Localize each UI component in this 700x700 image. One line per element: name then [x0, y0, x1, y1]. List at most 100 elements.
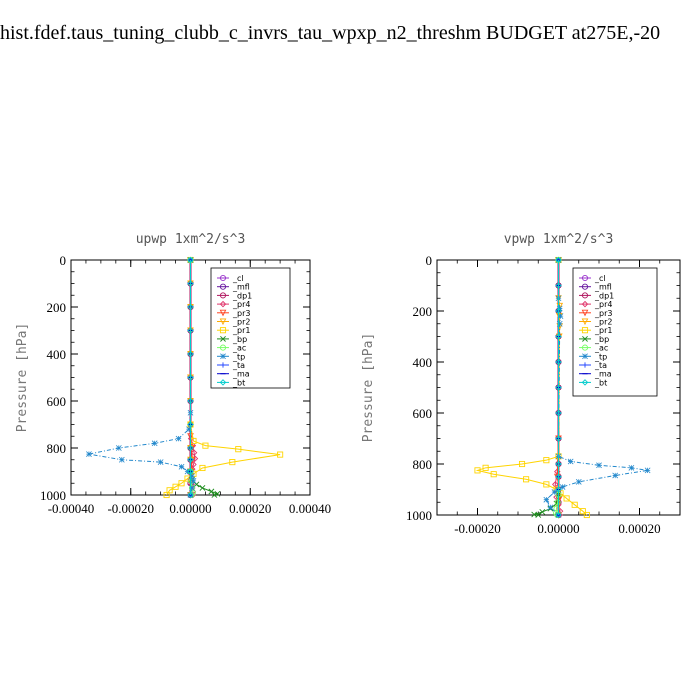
data-point [202, 442, 209, 449]
data-point [118, 456, 125, 463]
data-point [559, 484, 566, 490]
legend-label: _pr2 [232, 318, 250, 327]
data-point [482, 464, 489, 471]
y-tick-label: 800 [413, 457, 433, 472]
figure-title-text: hist.fdef.taus_tuning_clubb_c_invrs_tau_… [0, 22, 661, 44]
legend-swatch-marker [581, 318, 589, 326]
data-point [86, 451, 92, 457]
data-point [555, 409, 562, 417]
y-tick-label: 200 [47, 300, 67, 315]
legend-label: _mfl [232, 283, 250, 292]
data-point [175, 435, 182, 442]
data-point [555, 333, 562, 340]
legend-swatch-marker [219, 283, 227, 290]
y-tick-label: 0 [60, 253, 67, 268]
data-point [187, 256, 194, 264]
data-point [543, 457, 550, 464]
data-point [229, 459, 236, 466]
legend-swatch-marker [219, 300, 227, 308]
x-tick-label: 0.00000 [169, 501, 211, 516]
legend-label: _pr1 [594, 326, 612, 335]
figure-title: hist.fdef.taus_tuning_clubb_c_invrs_tau_… [0, 22, 700, 52]
data-point [555, 511, 562, 519]
data-point [555, 384, 562, 391]
legend-label: _dp1 [594, 291, 614, 300]
legend: _cl_mfl_dp1_pr4_pr3_pr2_pr1_bp_ac_tp_ta_… [210, 267, 291, 389]
legend-label: _pr1 [232, 326, 250, 335]
y-tick-label: 0 [426, 253, 433, 268]
data-point [567, 458, 574, 465]
data-point [535, 512, 542, 518]
legend-label: _tp [594, 352, 607, 361]
panel-title: vpwp 1xm^2/s^3 [504, 232, 614, 247]
legend-swatch-marker [219, 344, 227, 351]
legend-swatch-marker [220, 362, 226, 368]
data-point [151, 440, 158, 447]
data-point [490, 471, 497, 478]
legend-swatch-marker [582, 353, 588, 360]
y-tick-label: 400 [47, 347, 67, 362]
legend-label: _tp [232, 352, 245, 361]
data-point [189, 473, 195, 480]
data-point [543, 496, 550, 503]
data-point [575, 478, 582, 485]
y-tick-label: 800 [47, 441, 67, 456]
data-point [596, 462, 602, 469]
series-line [88, 260, 195, 496]
y-tick-label: 1000 [40, 488, 66, 503]
data-point [557, 313, 564, 319]
data-point [519, 460, 526, 468]
legend-label: _bp [594, 335, 609, 344]
data-point [556, 320, 563, 327]
data-point [187, 374, 194, 381]
x-tick-label: -0.00020 [454, 521, 501, 536]
data-point [554, 499, 561, 506]
data-point [628, 464, 635, 471]
data-point [187, 280, 194, 287]
data-point [187, 397, 194, 405]
data-point [187, 350, 194, 358]
data-point [612, 472, 619, 479]
legend-swatch-marker [219, 292, 227, 299]
legend-box [572, 267, 658, 397]
data-point [187, 444, 194, 452]
legend-label: _cl [232, 274, 244, 283]
series-line [166, 260, 281, 496]
y-tick-label: 200 [413, 304, 433, 319]
y-axis-label: Pressure [hPa] [361, 333, 376, 443]
data-point [553, 505, 560, 512]
legend-swatch-marker [219, 327, 227, 334]
data-point [277, 451, 284, 458]
data-point [178, 480, 185, 487]
panel-title: upwp 1xm^2/s^3 [136, 232, 246, 247]
legend-swatch-marker [220, 353, 226, 360]
y-tick-label: 1000 [406, 508, 432, 523]
data-point [235, 446, 242, 453]
legend-label: _ac [594, 344, 608, 353]
data-point [187, 303, 194, 311]
series_pr1 [474, 256, 590, 519]
data-point [523, 476, 530, 483]
legend-label: _ta [594, 361, 607, 370]
data-point [187, 421, 194, 428]
legend-label: _bt [594, 378, 607, 387]
data-point [579, 508, 586, 515]
data-point [115, 445, 122, 451]
legend-swatch-marker [581, 344, 589, 351]
chart-panel-1: upwp 1xm^2/s^3 Pressure [hPa] -0.00040 -0.0… [15, 232, 331, 516]
legend-swatch-marker [581, 274, 589, 282]
data-point [571, 501, 578, 508]
legend-swatch-marker [582, 335, 588, 342]
x-tick-label: 0.00020 [618, 521, 660, 536]
legend-label: _pr3 [232, 309, 250, 318]
legend-swatch-marker [581, 300, 589, 308]
data-point [555, 282, 562, 289]
data-point [551, 489, 558, 495]
legend-label: _bt [232, 378, 245, 387]
data-point [186, 426, 192, 433]
legend-swatch-marker [220, 335, 226, 342]
data-point [178, 463, 185, 470]
series-line [534, 260, 559, 516]
data-point [555, 460, 562, 468]
